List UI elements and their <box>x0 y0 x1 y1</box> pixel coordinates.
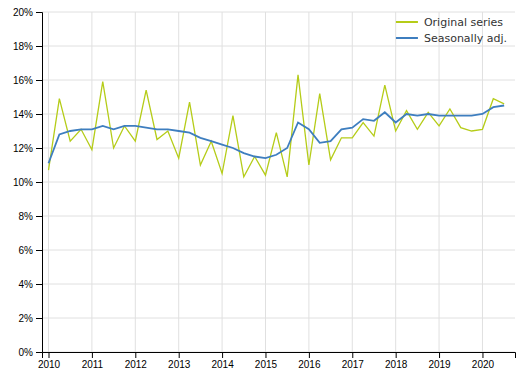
tick: 0% <box>19 347 42 358</box>
grid-line-y <box>42 114 515 115</box>
legend-swatch <box>396 37 418 39</box>
y-axis: 0% 2% 4% 6% 8% 10% 12% 14% 16% 18% 20% <box>13 7 43 358</box>
tick-label: 14% <box>13 109 33 120</box>
legend-label: Seasonally adj. <box>424 32 507 45</box>
tick: 6% <box>19 245 42 256</box>
tick-mark <box>49 352 50 358</box>
legend-item: Seasonally adj. <box>396 32 507 45</box>
tick-mark <box>36 148 42 149</box>
axis-line <box>36 13 43 353</box>
tick-label: 2012 <box>125 359 148 370</box>
grid-line-y <box>42 318 515 319</box>
tick-label: 10% <box>13 177 33 188</box>
tick-label: 2017 <box>342 359 365 370</box>
grid <box>42 12 515 352</box>
tick-mark <box>36 284 42 285</box>
tick-label: 16% <box>13 75 33 86</box>
legend-swatch <box>396 21 418 23</box>
chart: 2010 2011 2012 2013 2014 2015 2016 2017 2018 2019… <box>0 0 529 378</box>
tick: 18% <box>13 41 42 52</box>
tick: 2018 <box>385 352 408 370</box>
tick: 2014 <box>211 352 234 370</box>
series-line <box>49 106 505 164</box>
tick-label: 2% <box>19 313 34 324</box>
tick: 2017 <box>342 352 365 370</box>
tick-label: 2011 <box>82 359 104 370</box>
axis-line <box>43 353 516 359</box>
tick-mark <box>92 352 93 358</box>
tick: 2020 <box>472 352 495 370</box>
tick: 10% <box>13 177 42 188</box>
tick-mark <box>36 250 42 251</box>
tick-mark <box>482 352 483 358</box>
tick: 4% <box>19 279 42 290</box>
tick-label: 2014 <box>211 359 234 370</box>
tick-mark <box>309 352 310 358</box>
tick-mark <box>265 352 266 358</box>
plot-area: 2010 2011 2012 2013 2014 2015 2016 2017 2018 2019… <box>13 7 516 370</box>
tick-label: 2016 <box>298 359 321 370</box>
tick-mark <box>36 182 42 183</box>
grid-line-y <box>42 46 515 47</box>
tick-mark <box>352 352 353 358</box>
tick-label: 2020 <box>472 359 495 370</box>
tick: 2012 <box>125 352 148 370</box>
legend-item: Original series <box>396 16 503 29</box>
tick: 16% <box>13 75 42 86</box>
tick-label: 2019 <box>428 359 451 370</box>
tick-label: 8% <box>19 211 34 222</box>
grid-line-y <box>42 284 515 285</box>
legend: Original series Seasonally adj. <box>396 16 507 45</box>
tick-label: 18% <box>13 41 33 52</box>
tick-label: 20% <box>13 7 33 18</box>
tick-mark <box>36 114 42 115</box>
grid-line-y <box>42 12 515 13</box>
grid-line-y <box>42 250 515 251</box>
tick: 2015 <box>255 352 278 370</box>
tick-mark <box>439 352 440 358</box>
tick-mark <box>36 318 42 319</box>
x-axis: 2010 2011 2012 2013 2014 2015 2016 2017 2018 2019… <box>38 352 516 370</box>
tick-mark <box>36 46 42 47</box>
tick: 14% <box>13 109 42 120</box>
tick-label: 2018 <box>385 359 408 370</box>
tick: 20% <box>13 7 42 18</box>
legend-label: Original series <box>424 16 503 29</box>
tick-label: 2015 <box>255 359 278 370</box>
lines <box>49 75 505 177</box>
tick-mark <box>222 352 223 358</box>
grid-line-y <box>42 80 515 81</box>
tick: 12% <box>13 143 42 154</box>
grid-line-y <box>42 216 515 217</box>
tick: 2016 <box>298 352 321 370</box>
tick: 2013 <box>168 352 191 370</box>
tick-mark <box>135 352 136 358</box>
tick-label: 2010 <box>38 359 61 370</box>
tick-mark <box>36 352 42 353</box>
tick-label: 12% <box>13 143 33 154</box>
tick-mark <box>36 216 42 217</box>
tick-mark <box>396 352 397 358</box>
tick-mark <box>36 80 42 81</box>
tick-label: 0% <box>19 347 34 358</box>
tick-label: 6% <box>19 245 34 256</box>
tick-mark <box>36 12 42 13</box>
tick: 2010 <box>38 352 61 370</box>
grid-line-y <box>42 182 515 183</box>
series-line <box>49 75 505 177</box>
tick: 2% <box>19 313 42 324</box>
tick: 2019 <box>428 352 451 370</box>
tick-label: 2013 <box>168 359 191 370</box>
tick-mark <box>179 352 180 358</box>
tick: 8% <box>19 211 42 222</box>
tick: 2011 <box>82 352 104 370</box>
tick-label: 4% <box>19 279 34 290</box>
